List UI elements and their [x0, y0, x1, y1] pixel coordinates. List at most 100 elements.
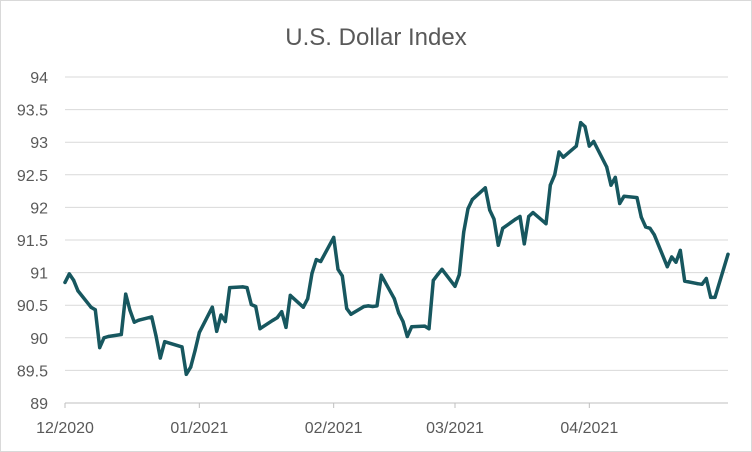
- data-point: [301, 305, 305, 309]
- data-point: [531, 211, 535, 215]
- data-point: [288, 293, 292, 297]
- series-line: [63, 120, 730, 377]
- y-tick-label: 89: [30, 396, 48, 413]
- y-tick-label: 93: [30, 135, 48, 152]
- x-tick-label: 02/2021: [305, 420, 363, 437]
- y-tick-label: 91: [30, 266, 48, 283]
- data-point: [462, 230, 466, 234]
- data-point: [652, 233, 656, 237]
- y-tick-label: 92.5: [17, 168, 48, 185]
- data-point: [158, 356, 162, 360]
- data-point: [284, 325, 288, 329]
- data-point: [613, 175, 617, 179]
- data-point: [67, 272, 71, 276]
- data-point: [423, 324, 427, 328]
- data-point: [154, 334, 158, 338]
- data-point: [583, 125, 587, 129]
- data-point: [98, 346, 102, 350]
- chart-title: U.S. Dollar Index: [285, 24, 466, 51]
- data-point: [254, 304, 258, 309]
- data-point: [518, 214, 522, 219]
- data-point: [280, 310, 284, 314]
- data-point: [587, 144, 591, 148]
- data-point: [713, 295, 717, 299]
- y-axis-ticks: 89 89.5 90 90.5 91 91.5 92 92.5 93 93.5 94: [17, 70, 48, 413]
- data-point: [124, 292, 128, 296]
- data-point: [544, 222, 548, 226]
- data-point: [340, 274, 344, 278]
- data-point: [436, 273, 440, 277]
- data-point: [228, 286, 232, 290]
- data-point: [674, 260, 678, 264]
- gridlines: [65, 76, 728, 371]
- data-point: [704, 276, 708, 281]
- data-point: [336, 267, 340, 271]
- data-point: [119, 332, 123, 337]
- data-point: [453, 284, 457, 288]
- data-point: [696, 282, 700, 286]
- data-point: [397, 311, 401, 315]
- data-point: [466, 207, 470, 211]
- y-tick-label: 94: [30, 70, 48, 87]
- data-point: [457, 273, 461, 277]
- data-point: [379, 273, 383, 277]
- data-point: [89, 305, 93, 309]
- data-point: [470, 198, 474, 202]
- data-point: [670, 255, 674, 259]
- data-point: [310, 271, 314, 275]
- data-point: [440, 267, 444, 271]
- x-tick-label: 03/2021: [426, 420, 484, 437]
- data-point: [635, 196, 639, 200]
- data-point: [492, 217, 496, 221]
- y-tick-label: 90.5: [17, 298, 48, 315]
- data-point: [366, 304, 370, 308]
- data-point: [314, 258, 318, 262]
- data-point: [709, 295, 713, 299]
- data-point: [180, 345, 184, 349]
- data-point: [483, 186, 487, 190]
- data-point: [63, 280, 67, 284]
- data-point: [405, 334, 409, 339]
- data-point: [193, 349, 197, 353]
- data-point: [488, 208, 492, 212]
- data-point: [618, 201, 622, 206]
- data-point: [102, 336, 106, 340]
- y-tick-label: 93.5: [17, 103, 48, 120]
- data-point: [223, 319, 227, 324]
- data-point: [128, 308, 132, 312]
- data-point: [345, 306, 349, 311]
- data-point: [150, 315, 154, 319]
- data-point: [609, 183, 613, 187]
- data-point: [319, 259, 323, 264]
- data-point: [579, 121, 583, 125]
- data-point: [137, 318, 141, 322]
- y-tick-label: 91.5: [17, 233, 48, 250]
- data-point: [197, 331, 201, 335]
- data-point: [72, 278, 76, 282]
- y-tick-label: 90: [30, 331, 48, 348]
- data-point: [431, 278, 435, 282]
- data-point: [106, 334, 110, 339]
- data-point: [371, 304, 375, 309]
- data-point: [557, 150, 561, 154]
- data-point: [401, 319, 405, 324]
- data-point: [678, 248, 682, 252]
- x-tick-label: 01/2021: [170, 420, 228, 437]
- data-point: [215, 329, 219, 333]
- data-point: [392, 297, 396, 301]
- data-point: [93, 308, 97, 312]
- data-point: [258, 327, 262, 331]
- data-point: [648, 226, 652, 230]
- data-point: [219, 313, 223, 317]
- x-axis-ticks: 12/2020 01/2021 02/2021 03/2021 04/2021: [36, 403, 618, 437]
- data-point: [683, 279, 687, 283]
- data-point: [241, 285, 245, 289]
- data-point: [163, 340, 167, 344]
- data-point: [410, 325, 414, 329]
- data-point: [700, 282, 704, 286]
- data-point: [514, 217, 518, 221]
- x-tick-label: 04/2021: [560, 420, 618, 437]
- data-point: [427, 327, 431, 331]
